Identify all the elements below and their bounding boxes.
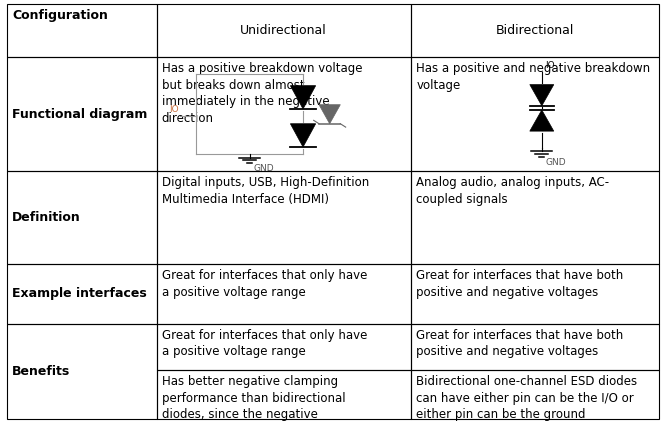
Text: Unidirectional: Unidirectional: [240, 24, 327, 37]
Bar: [157, 370, 411, 419]
Text: IO: IO: [545, 61, 555, 70]
Bar: [411, 4, 659, 57]
Bar: [411, 171, 659, 264]
Polygon shape: [530, 85, 554, 106]
Text: Analog audio, analog inputs, AC-
coupled signals: Analog audio, analog inputs, AC- coupled…: [416, 176, 609, 206]
Text: Great for interfaces that only have
a positive voltage range: Great for interfaces that only have a po…: [162, 269, 367, 299]
Text: Functional diagram: Functional diagram: [12, 108, 147, 121]
Bar: [411, 324, 659, 370]
Text: Configuration: Configuration: [12, 9, 108, 22]
Bar: [411, 370, 659, 419]
Text: Great for interfaces that have both
positive and negative voltages: Great for interfaces that have both posi…: [416, 329, 623, 358]
Bar: [7, 57, 157, 171]
Text: Has a positive and negative breakdown
voltage: Has a positive and negative breakdown vo…: [416, 62, 651, 92]
Text: Digital inputs, USB, High-Definition
Multimedia Interface (HDMI): Digital inputs, USB, High-Definition Mul…: [162, 176, 369, 206]
Bar: [157, 57, 411, 171]
Bar: [157, 171, 411, 264]
Text: Definition: Definition: [12, 212, 81, 224]
Text: Great for interfaces that only have
a positive voltage range: Great for interfaces that only have a po…: [162, 329, 367, 358]
Polygon shape: [290, 124, 316, 147]
Bar: [157, 324, 411, 370]
Text: GND: GND: [545, 158, 565, 167]
Text: Example interfaces: Example interfaces: [12, 288, 147, 300]
Bar: [7, 4, 157, 57]
Bar: [7, 264, 157, 324]
Text: IO: IO: [169, 105, 178, 114]
Bar: [7, 324, 157, 419]
Polygon shape: [530, 110, 554, 131]
Polygon shape: [290, 86, 316, 109]
Text: Bidirectional: Bidirectional: [496, 24, 574, 37]
Bar: [411, 264, 659, 324]
Bar: [7, 171, 157, 264]
Text: Benefits: Benefits: [12, 365, 70, 378]
Text: Bidirectional one-channel ESD diodes
can have either pin can be the I/O or
eithe: Bidirectional one-channel ESD diodes can…: [416, 375, 637, 421]
Text: Great for interfaces that have both
positive and negative voltages: Great for interfaces that have both posi…: [416, 269, 623, 299]
Bar: [411, 57, 659, 171]
Bar: [157, 264, 411, 324]
Text: GND: GND: [253, 164, 274, 173]
Text: Has better negative clamping
performance than bidirectional
diodes, since the ne: Has better negative clamping performance…: [162, 375, 346, 423]
Polygon shape: [319, 105, 340, 124]
Bar: [157, 4, 411, 57]
Text: Has a positive breakdown voltage
but breaks down almost
immediately in the negat: Has a positive breakdown voltage but bre…: [162, 62, 362, 125]
